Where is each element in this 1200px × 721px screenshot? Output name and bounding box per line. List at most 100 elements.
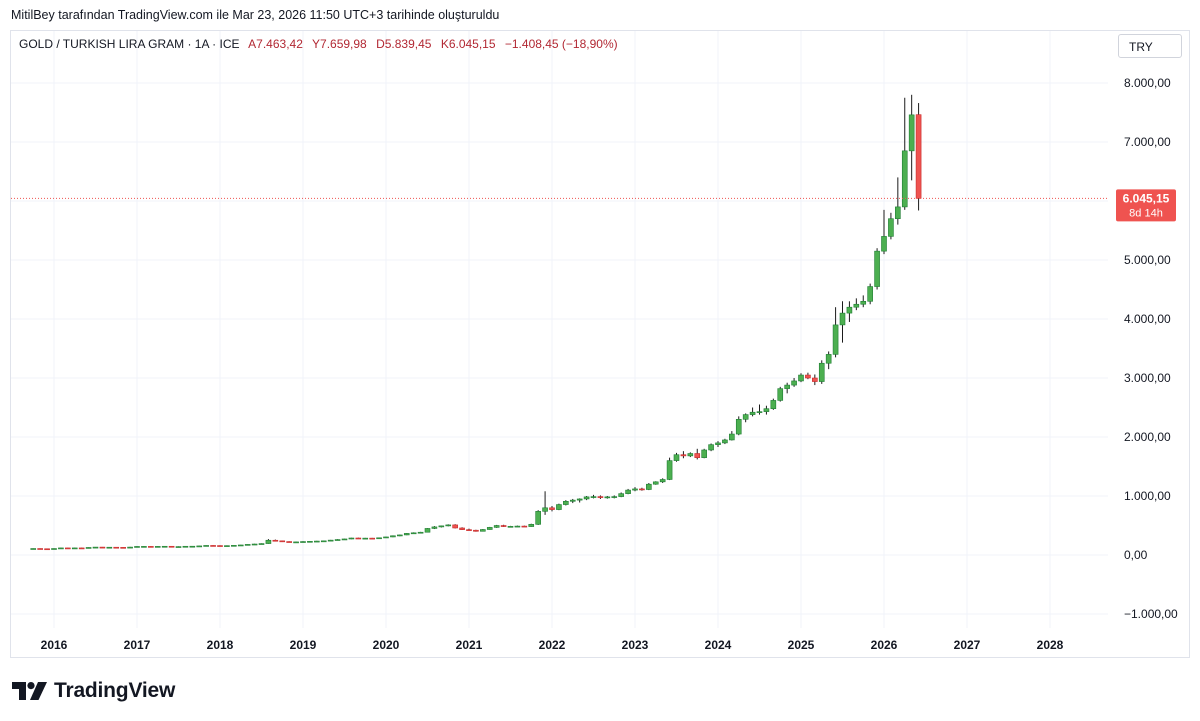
candle-body	[390, 535, 396, 538]
x-year-label: 2016	[41, 638, 68, 652]
candle-body	[722, 439, 728, 444]
candle-body	[556, 504, 562, 510]
candle-up	[438, 525, 445, 528]
candle-up	[528, 523, 535, 527]
candle-up	[258, 543, 265, 545]
candle-body	[327, 539, 334, 542]
candle-body	[825, 354, 832, 364]
candle-body	[44, 548, 50, 551]
time-axis: 2016 2017 2018 2019 2020 2021 2022 2023 2024 2025…	[41, 638, 1064, 652]
x-year-label: 2026	[871, 638, 898, 652]
x-year-label: 2018	[207, 638, 234, 652]
candle-body	[853, 303, 860, 308]
gridlines	[11, 31, 1108, 628]
candle-up	[327, 539, 334, 542]
candle-up	[798, 373, 804, 383]
candle-up	[362, 537, 369, 540]
candle-body	[798, 374, 804, 382]
candle-down	[113, 546, 120, 549]
candle-body	[362, 537, 369, 540]
candle-up	[881, 209, 887, 255]
candle-down	[452, 524, 458, 529]
x-year-label: 2019	[290, 638, 317, 652]
candle-body	[860, 300, 867, 305]
candle-body	[459, 527, 465, 530]
candle-body	[749, 411, 756, 415]
candle-body	[196, 545, 203, 548]
candle-up	[390, 535, 396, 538]
chart-pane[interactable]	[10, 30, 1190, 658]
candle-body	[203, 545, 209, 547]
candle-body	[293, 541, 299, 544]
candle-up	[742, 413, 749, 423]
candle-body	[182, 545, 189, 548]
candle-body	[597, 496, 604, 498]
candle-down	[680, 451, 687, 459]
candle-body	[908, 114, 915, 152]
candle-body	[694, 453, 701, 458]
candle-body	[120, 547, 126, 549]
candle-up	[320, 540, 327, 543]
candle-up	[424, 528, 431, 533]
candle-up	[293, 541, 299, 544]
candle-down	[99, 546, 106, 549]
candle-body	[154, 546, 161, 548]
candle-body	[224, 545, 230, 547]
candle-body	[583, 496, 590, 500]
symbol-title[interactable]: GOLD / TURKISH LIRA GRAM · 1A · ICE	[19, 37, 240, 51]
candle-up	[417, 531, 424, 534]
candle-body	[514, 525, 521, 528]
bar-countdown-label: 8d 14h	[1129, 207, 1163, 219]
candle-up	[583, 496, 590, 501]
candle-body	[466, 529, 472, 531]
candle-body	[65, 547, 71, 550]
candle-down	[915, 103, 922, 211]
candle-up	[71, 547, 78, 550]
candle-body	[438, 525, 445, 528]
legend-open: A7.463,42	[248, 37, 303, 51]
candle-down	[805, 372, 811, 380]
candle-body	[874, 250, 880, 287]
candle-body	[473, 529, 479, 532]
candle-up	[770, 398, 777, 410]
candle-body	[452, 524, 458, 529]
candle-down	[148, 546, 154, 548]
candle-body	[729, 433, 735, 441]
candles	[30, 94, 922, 551]
candle-up	[300, 541, 306, 543]
candle-body	[300, 541, 306, 543]
candle-down	[44, 548, 50, 551]
tradingview-logo[interactable]: TradingView	[12, 678, 175, 704]
candle-body	[687, 453, 694, 457]
candle-up	[341, 538, 348, 541]
candle-body	[251, 543, 258, 546]
candle-body	[770, 400, 777, 409]
last-price-tag	[1116, 189, 1176, 222]
candle-body	[272, 539, 279, 542]
candle-up	[134, 546, 140, 548]
currency-button[interactable]: TRY	[1118, 34, 1182, 58]
candle-up	[632, 487, 638, 492]
chart-attribution: MitilBey tarafından TradingView.com ile …	[11, 8, 500, 22]
candle-down	[521, 525, 528, 528]
y-tick-label: 8.000,00	[1124, 76, 1171, 90]
candle-up	[618, 492, 624, 498]
x-year-label: 2024	[705, 638, 732, 652]
candle-down	[120, 547, 126, 549]
candle-body	[85, 547, 92, 549]
candle-body	[666, 460, 673, 480]
candle-up	[231, 545, 237, 547]
candle-body	[618, 493, 624, 497]
candle-up	[832, 307, 839, 358]
candle-down	[694, 448, 701, 460]
candle-body	[895, 206, 901, 219]
candle-body	[791, 380, 797, 386]
y-tick-label: −1.000,00	[1124, 607, 1178, 621]
candle-up	[666, 457, 673, 481]
candle-body	[901, 150, 908, 208]
candle-body	[742, 414, 749, 420]
candle-up	[154, 546, 161, 548]
candle-body	[625, 489, 631, 494]
x-year-label: 2025	[788, 638, 815, 652]
